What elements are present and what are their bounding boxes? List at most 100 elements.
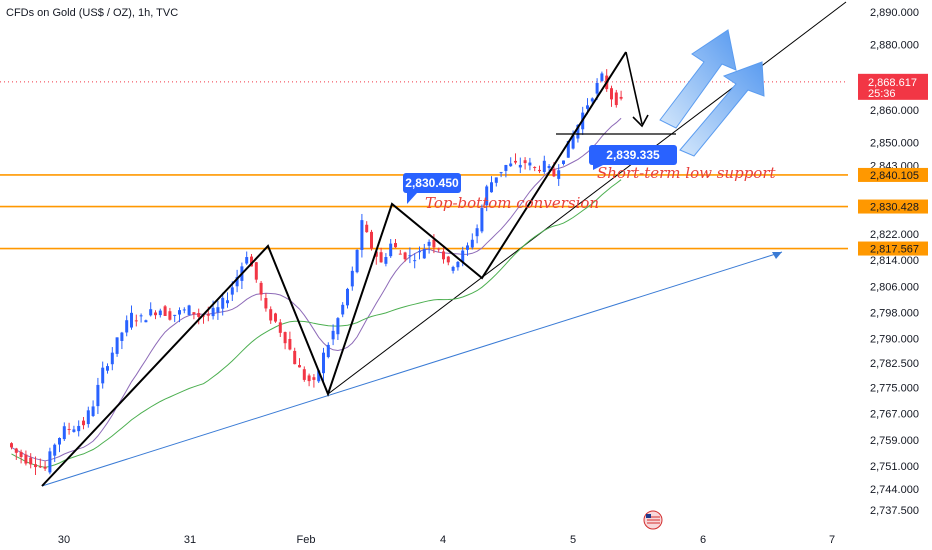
event-flag-icon[interactable] [643,510,663,530]
candle-body [29,457,33,465]
candle-body [470,239,474,248]
candle-body [418,251,421,253]
callout-2839-box [589,145,677,165]
upward-projection-arrow-2[interactable] [679,61,765,157]
candle [504,164,508,178]
candle-body [466,245,469,250]
candle [48,447,52,475]
candle-body [163,306,167,316]
moving-average-fast [11,117,622,462]
candle-body [106,366,109,371]
candle [106,363,109,374]
y-tick-label: 2,790.000 [870,334,919,346]
candle [538,165,541,174]
candle-body [600,73,604,81]
x-tick-label: Feb [297,534,316,546]
candle-body [67,428,71,430]
candle-body [427,241,431,246]
candle [398,249,402,255]
level-price-tag[interactable]: 2,840.105 [858,167,928,182]
candle-body [307,375,311,382]
candle [533,166,537,172]
candle [43,461,47,471]
candle-body [331,330,335,340]
candle-body [298,365,301,368]
candle [125,315,129,337]
level-price-tag[interactable]: 2,830.428 [858,199,928,214]
candle-body [206,314,210,316]
candle [389,238,393,258]
x-tick-label: 30 [58,534,70,546]
candle [235,269,239,293]
blue-trendline[interactable] [41,251,783,487]
candle-body [192,312,196,315]
callout-2839[interactable]: 2,839.335 [589,145,677,170]
y-tick-label: 2,860.000 [870,105,919,117]
candle [274,312,277,323]
candle-body [250,256,253,267]
candle [96,377,100,415]
y-tick-label: 2,814.000 [870,255,919,267]
candle [557,164,561,186]
candle [38,458,42,469]
candle-body [370,231,373,249]
candle-body [350,270,354,287]
candle [264,293,268,312]
candle [302,366,306,382]
candle [72,425,76,433]
candle-body [499,172,503,174]
candle-body [528,162,532,166]
y-tick-label: 2,890.000 [870,7,919,19]
level-price-tag[interactable]: 2,817.567 [858,241,928,256]
candle [322,347,325,382]
zigzag-pattern[interactable] [41,51,627,487]
pullback-arrow[interactable] [625,51,643,125]
upward-projection-arrow-1[interactable] [659,29,737,129]
candle [509,157,513,167]
candle-body [480,207,484,232]
candle [134,314,138,327]
candle [403,251,407,262]
x-tick-label: 7 [829,534,835,546]
candle-body [509,163,513,167]
candle [269,306,273,324]
candle-body [283,332,287,344]
last-price-label: 2,868.617 [868,77,917,89]
candle [221,292,225,316]
y-tick-label: 2,751.000 [870,461,919,473]
candle [360,213,364,258]
candle-body [197,313,201,317]
candle-body [178,310,181,315]
candle-body [422,248,426,259]
candle-body [149,309,153,316]
y-tick-label: 2,767.000 [870,409,919,421]
callout-2830[interactable]: 2,830.450 [403,173,461,204]
candle-body [322,352,325,374]
y-tick-label: 2,744.000 [870,484,919,496]
candle-body [139,315,143,317]
candle [254,261,258,283]
candle-body [130,312,133,328]
candle [446,255,450,266]
candle [62,422,66,442]
candle-body [355,249,359,273]
candle-body [221,297,225,309]
candle-body [187,305,191,315]
candle-body [235,277,239,287]
y-tick-label: 2,822.000 [870,229,919,241]
callout-2839-pointer [593,165,603,170]
candle-body [182,309,186,311]
candle [542,155,546,175]
candle [130,305,133,330]
candle [610,85,613,107]
candle-body [384,257,388,264]
candle [29,453,33,469]
candle [101,361,105,389]
candle [226,292,229,308]
candle-body [19,451,23,457]
candle-body [144,320,148,323]
candle-body [278,322,282,333]
